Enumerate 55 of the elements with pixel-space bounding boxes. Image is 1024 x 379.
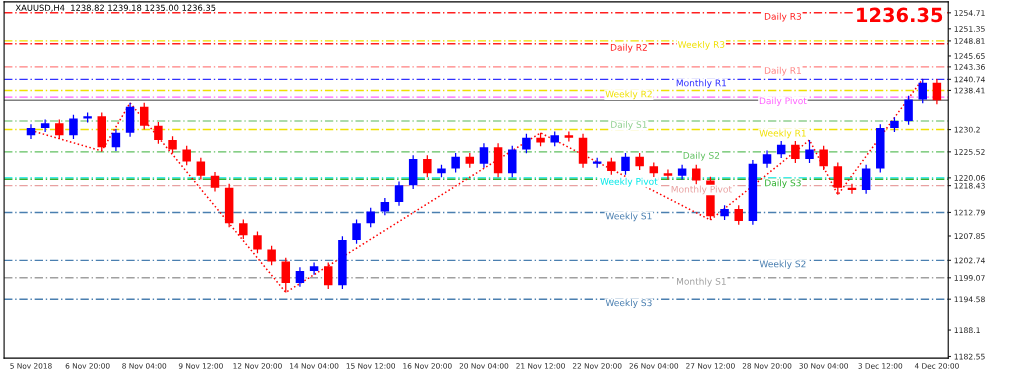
candlestick (861, 164, 871, 195)
chart-title: XAUUSD,H4 1238.82 1239.18 1235.00 1236.35 (15, 4, 216, 12)
candlestick (918, 78, 927, 104)
candlestick (69, 114, 78, 140)
candlestick (479, 142, 489, 169)
candlestick (324, 261, 333, 290)
candlestick (734, 204, 743, 226)
ref-line-label: Monthly R1 (676, 79, 727, 89)
ref-line-label: Weekly R2 (605, 90, 652, 100)
ref-line-label: Weekly R1 (759, 129, 806, 139)
ref-line-label: Daily Pivot (759, 97, 807, 106)
ref-line-label: Weekly R3 (677, 40, 725, 50)
candlestick (833, 161, 843, 196)
candlestick (621, 152, 630, 176)
ref-line-label: Monthly S1 (677, 277, 726, 287)
ref-line-label: Weekly S3 (605, 299, 652, 308)
candlestick (196, 157, 206, 181)
candlestick (182, 145, 191, 166)
ref-line-label: Daily R2 (610, 43, 647, 53)
candlestick (805, 139, 814, 164)
candlestick (139, 102, 149, 131)
candlestick (352, 218, 361, 245)
candlestick (154, 121, 163, 145)
ref-line-label: Daily S2 (683, 151, 720, 161)
candlestick (295, 266, 305, 288)
candlestick (522, 133, 531, 154)
candlestick (819, 145, 828, 171)
candlestick (366, 207, 375, 228)
annotation: 1236.35 (857, 7, 943, 23)
ref-line-label: Monthly Pivot (671, 185, 732, 195)
ref-line-label: Daily S1 (611, 120, 647, 130)
candlestick (932, 78, 942, 105)
candlestick (253, 230, 262, 254)
candlestick (55, 118, 64, 140)
candlestick (239, 218, 248, 240)
ref-line-label: Weekly S1 (605, 212, 652, 222)
candlestick (267, 245, 276, 266)
ref-line-label: Daily R1 (764, 66, 801, 76)
candlestick (309, 261, 319, 276)
candlestick (564, 130, 574, 143)
ref-line-label: Weekly S2 (759, 260, 806, 270)
candlestick (40, 118, 50, 133)
candlestick (791, 140, 800, 164)
candlestick (663, 168, 673, 181)
candlestick (508, 145, 517, 178)
candlestick (394, 180, 404, 207)
ref-line-label: Daily R3 (764, 12, 802, 22)
candlestick (692, 164, 701, 185)
candlestick (111, 128, 121, 152)
candlestick (451, 152, 460, 174)
candlestick (423, 154, 432, 178)
ref-line-label: Daily S3 (765, 179, 801, 189)
candlestick (210, 171, 220, 193)
candlestick (904, 95, 913, 126)
ref-line-label: Weekly Pivot (600, 177, 658, 187)
